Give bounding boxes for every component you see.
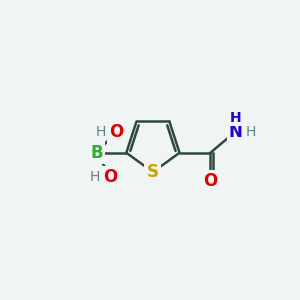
Text: B: B (91, 144, 103, 162)
Text: S: S (147, 163, 159, 181)
Text: H: H (230, 111, 241, 125)
Text: H: H (90, 170, 100, 184)
Text: H: H (246, 124, 256, 139)
Text: O: O (109, 123, 123, 141)
Text: O: O (203, 172, 218, 190)
Text: N: N (229, 123, 242, 141)
Text: O: O (103, 168, 117, 186)
Text: H: H (95, 124, 106, 139)
